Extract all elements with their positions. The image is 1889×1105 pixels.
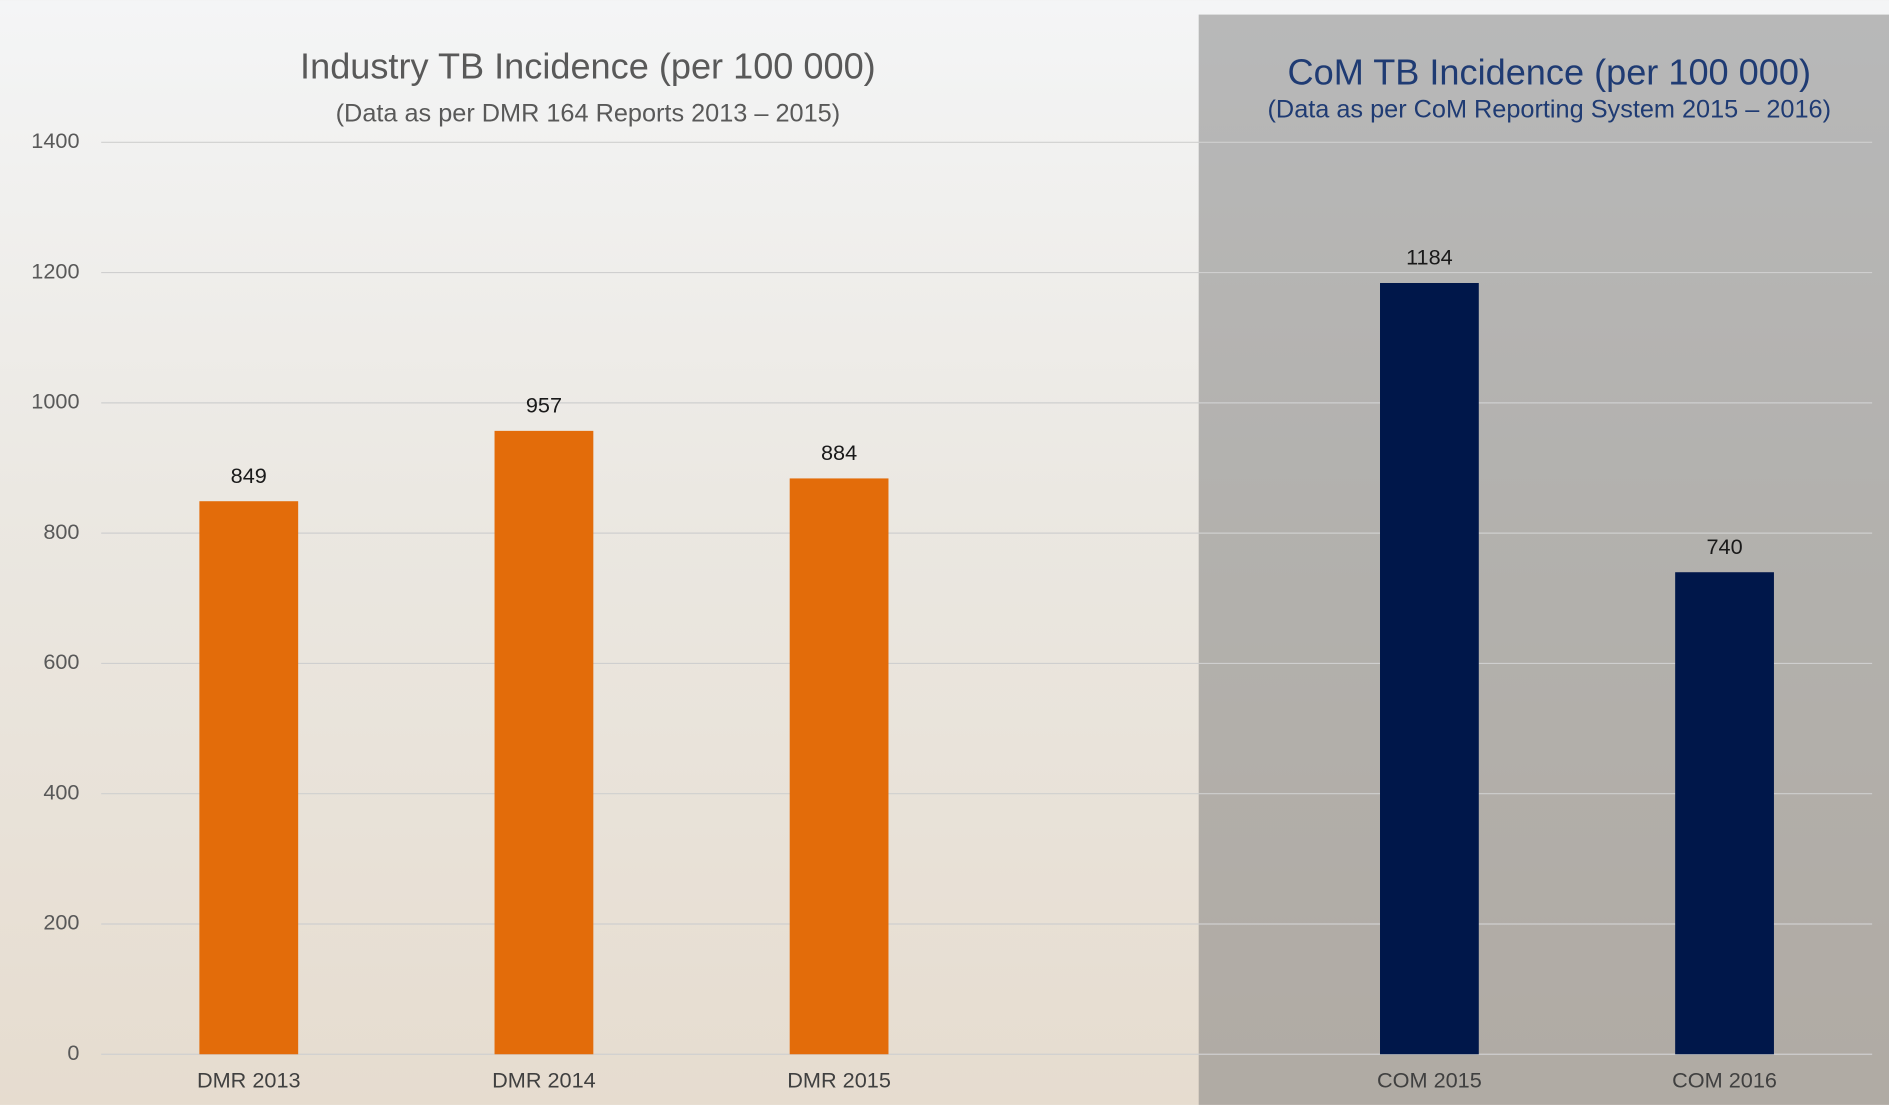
panel-subtitle: (Data as per DMR 164 Reports 2013 – 2015…: [336, 99, 840, 127]
x-tick-label: COM 2016: [1672, 1068, 1777, 1093]
bar: [494, 430, 594, 1055]
y-tick-label: 800: [43, 519, 79, 544]
y-tick-label: 400: [43, 779, 79, 804]
data-label: 849: [231, 463, 267, 488]
data-label: 740: [1706, 534, 1742, 559]
y-tick-label: 1000: [31, 389, 79, 414]
x-tick-label: DMR 2015: [787, 1068, 891, 1093]
y-tick-label: 200: [43, 910, 79, 935]
bar: [199, 501, 299, 1055]
bar: [1380, 282, 1479, 1055]
y-tick-label: 1200: [31, 258, 79, 283]
y-tick-label: 1400: [31, 128, 79, 153]
x-tick-label: DMR 2014: [492, 1068, 596, 1093]
x-tick-label: DMR 2013: [197, 1068, 301, 1093]
data-label: 957: [526, 393, 562, 418]
x-tick-label: COM 2015: [1377, 1068, 1482, 1093]
y-tick-label: 0: [67, 1040, 79, 1065]
y-tick-label: 600: [43, 649, 79, 674]
right-panel: [1198, 14, 1889, 1105]
bar: [789, 478, 889, 1055]
data-label: 1184: [1406, 245, 1453, 270]
panel-title: CoM TB Incidence (per 100 000): [1288, 51, 1811, 92]
panel-subtitle: (Data as per CoM Reporting System 2015 –…: [1268, 96, 1832, 124]
data-label: 884: [821, 440, 857, 465]
bar: [1675, 572, 1774, 1055]
panel-title: Industry TB Incidence (per 100 000): [300, 45, 876, 86]
